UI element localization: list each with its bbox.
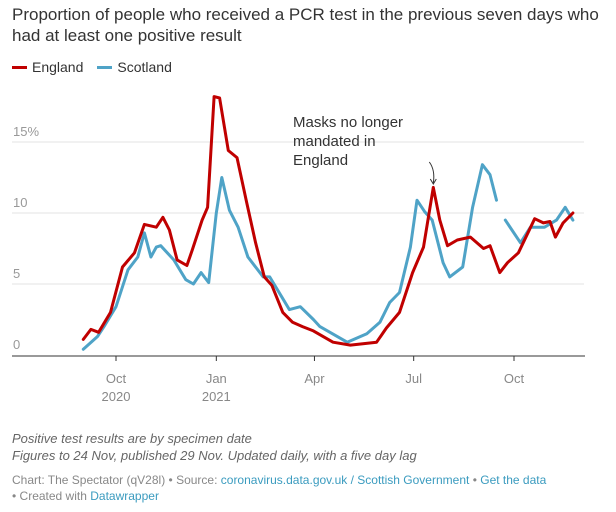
legend-swatch-england [12,65,27,69]
series-line-scotland [81,163,575,351]
plot-area: 0 5 10 15% Oct 2020 Jan 2021 Apr Jul Oct Masks no l… [12,95,585,404]
note-line: Figures to 24 Nov, published 29 Nov. Upd… [12,448,417,463]
datawrapper-link[interactable]: Datawrapper [90,489,159,503]
y-tick-label: 15% [13,124,39,139]
notes: Positive test results are by specimen da… [12,430,417,464]
annotation-arrow [428,161,435,184]
credit-created: • Created with [12,489,87,503]
credit: Chart: The Spectator (qV28l) • Source: c… [12,472,612,504]
x-tick-label: Jul [405,371,422,386]
legend-item-scotland: Scotland [97,59,172,75]
source-link[interactable]: coronavirus.data.gov.uk / Scottish Gover… [220,473,470,487]
legend: England Scotland [12,59,172,75]
annotation-text: mandated in [293,133,376,150]
annotation-arrowhead [429,178,437,185]
get-data-link[interactable]: Get the data [480,473,547,487]
credit-source-label: • Source: [168,473,218,487]
x-tick-year-label: 2021 [202,389,231,404]
separator: • [472,473,477,487]
y-tick-label: 5 [13,266,20,281]
note-line: Positive test results are by specimen da… [12,431,252,446]
legend-label-england: England [32,59,84,75]
credit-chart: Chart: The Spectator (qV28l) [12,473,166,487]
x-tick-label: Oct [106,371,127,386]
annotation-text: England [293,152,348,169]
legend-item-england: England [12,59,83,75]
x-tick-label: Jan [206,371,227,386]
annotation-text: Masks no longer [293,114,403,131]
legend-swatch-scotland [97,65,113,69]
x-tick-label: Oct [504,371,525,386]
y-tick-label: 10 [13,195,27,210]
legend-label-scotland: Scotland [117,59,172,75]
x-tick-year-label: 2020 [102,389,131,404]
series-line-england [81,95,575,347]
x-tick-label: Apr [304,371,325,386]
y-tick-label: 0 [13,337,20,352]
chart-title: Proportion of people who received a PCR … [12,5,599,45]
